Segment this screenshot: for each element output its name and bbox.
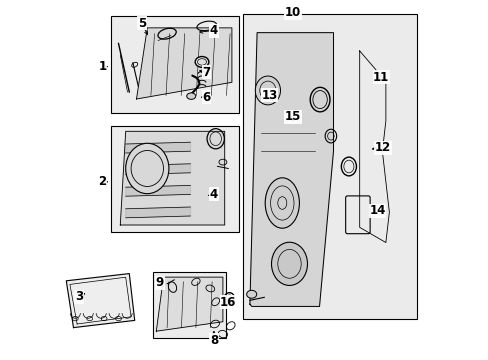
Text: 16: 16: [220, 296, 236, 309]
Ellipse shape: [186, 93, 195, 99]
Text: 9: 9: [156, 276, 163, 289]
Ellipse shape: [271, 242, 307, 285]
Bar: [111, 16, 239, 113]
Text: 1: 1: [98, 60, 106, 73]
Text: 4: 4: [209, 188, 218, 201]
Text: 13: 13: [261, 89, 277, 102]
Polygon shape: [156, 277, 223, 331]
Text: 3: 3: [75, 291, 83, 303]
Polygon shape: [66, 274, 134, 328]
Bar: [242, 14, 416, 319]
Text: 5: 5: [138, 17, 146, 30]
Ellipse shape: [255, 76, 280, 105]
Ellipse shape: [195, 57, 208, 67]
Text: 12: 12: [374, 141, 390, 154]
Polygon shape: [120, 131, 224, 225]
Polygon shape: [249, 33, 333, 306]
Polygon shape: [136, 28, 231, 99]
Polygon shape: [125, 207, 190, 218]
Ellipse shape: [125, 143, 168, 194]
Text: 7: 7: [202, 66, 210, 78]
Text: 15: 15: [285, 111, 301, 123]
Ellipse shape: [264, 178, 299, 228]
Bar: [111, 126, 239, 232]
Text: 11: 11: [372, 71, 388, 84]
Ellipse shape: [246, 290, 256, 298]
Text: 6: 6: [202, 91, 210, 104]
Polygon shape: [125, 142, 190, 153]
Polygon shape: [125, 164, 190, 175]
Text: 10: 10: [285, 6, 301, 19]
Bar: [152, 272, 226, 338]
Text: 14: 14: [369, 204, 385, 217]
Text: 8: 8: [209, 334, 218, 347]
Text: 4: 4: [209, 24, 218, 37]
Text: 2: 2: [98, 175, 106, 188]
Polygon shape: [125, 185, 190, 196]
